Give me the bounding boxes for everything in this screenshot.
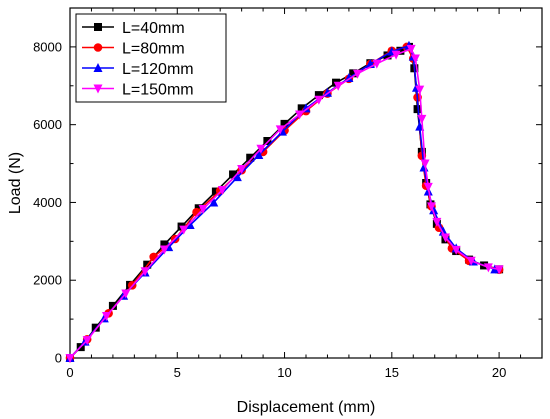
x-tick-label: 5 bbox=[174, 365, 181, 380]
data-point bbox=[65, 354, 75, 363]
data-point bbox=[423, 182, 433, 192]
data-point bbox=[494, 265, 504, 275]
data-point bbox=[406, 44, 416, 54]
data-point bbox=[295, 110, 305, 120]
data-point bbox=[256, 144, 266, 154]
data-point bbox=[466, 256, 476, 266]
data-point bbox=[217, 186, 227, 195]
data-point bbox=[82, 336, 92, 346]
data-point bbox=[211, 187, 220, 196]
data-series bbox=[65, 40, 504, 363]
x-tick-label: 15 bbox=[385, 365, 399, 380]
legend-label: L=80mm bbox=[122, 41, 185, 58]
data-point bbox=[483, 263, 493, 273]
data-point bbox=[280, 119, 289, 128]
data-point bbox=[179, 225, 189, 235]
data-point bbox=[297, 104, 306, 113]
legend-item: L=120mm bbox=[82, 61, 194, 78]
data-point bbox=[160, 240, 169, 249]
series-4 bbox=[65, 44, 504, 363]
y-axis-label: Load (N) bbox=[7, 152, 24, 214]
x-tick-label: 20 bbox=[492, 365, 506, 380]
legend-item: L=40mm bbox=[82, 20, 185, 37]
data-point bbox=[352, 69, 362, 79]
y-tick-label: 2000 bbox=[33, 273, 62, 288]
data-point bbox=[209, 197, 219, 207]
legend-marker bbox=[93, 84, 103, 94]
data-point bbox=[159, 245, 169, 255]
x-tick-label: 0 bbox=[66, 365, 73, 380]
legend-item: L=150mm bbox=[82, 82, 194, 99]
data-point bbox=[246, 153, 255, 162]
data-point bbox=[391, 50, 401, 60]
data-point bbox=[198, 205, 208, 215]
data-point bbox=[417, 114, 427, 124]
data-point bbox=[229, 170, 238, 179]
legend-item: L=80mm bbox=[82, 41, 185, 58]
data-point bbox=[194, 204, 203, 213]
legend-marker bbox=[94, 23, 102, 31]
legend-label: L=40mm bbox=[122, 20, 185, 37]
data-point bbox=[263, 137, 272, 145]
data-point bbox=[254, 150, 264, 159]
x-tick-label: 10 bbox=[277, 365, 291, 380]
data-point bbox=[427, 202, 437, 212]
legend-marker bbox=[93, 43, 103, 52]
data-point bbox=[432, 217, 442, 227]
y-tick-label: 4000 bbox=[33, 195, 62, 210]
data-point bbox=[101, 312, 111, 321]
legend-marker bbox=[93, 63, 103, 72]
data-point bbox=[301, 103, 311, 113]
data-point bbox=[237, 165, 247, 174]
y-tick-label: 6000 bbox=[33, 117, 62, 132]
x-axis-label: Displacement (mm) bbox=[237, 399, 376, 416]
data-point bbox=[410, 54, 420, 64]
data-point bbox=[185, 220, 195, 229]
y-tick-label: 8000 bbox=[33, 39, 62, 54]
data-point bbox=[451, 245, 461, 255]
data-point bbox=[438, 226, 448, 236]
data-point bbox=[440, 233, 450, 243]
data-point bbox=[108, 301, 117, 310]
data-point bbox=[121, 289, 131, 299]
data-point bbox=[140, 267, 150, 277]
data-point bbox=[349, 69, 358, 78]
legend-label: L=150mm bbox=[122, 82, 194, 99]
data-point bbox=[275, 125, 285, 135]
data-point bbox=[415, 85, 425, 95]
y-tick-label: 0 bbox=[55, 351, 62, 366]
data-point bbox=[333, 81, 343, 91]
legend-label: L=120mm bbox=[122, 61, 194, 78]
data-point bbox=[314, 91, 323, 100]
data-point bbox=[429, 205, 439, 215]
data-point bbox=[372, 59, 382, 69]
data-point bbox=[314, 95, 324, 105]
data-point bbox=[232, 172, 242, 182]
axes: 0 5 10 15 20 0 2000 4000 6000 8000 Displacement (m… bbox=[7, 7, 543, 416]
legend: L=40mm L=80mm L=120mm L=150mm bbox=[75, 13, 227, 103]
data-point bbox=[420, 159, 430, 169]
